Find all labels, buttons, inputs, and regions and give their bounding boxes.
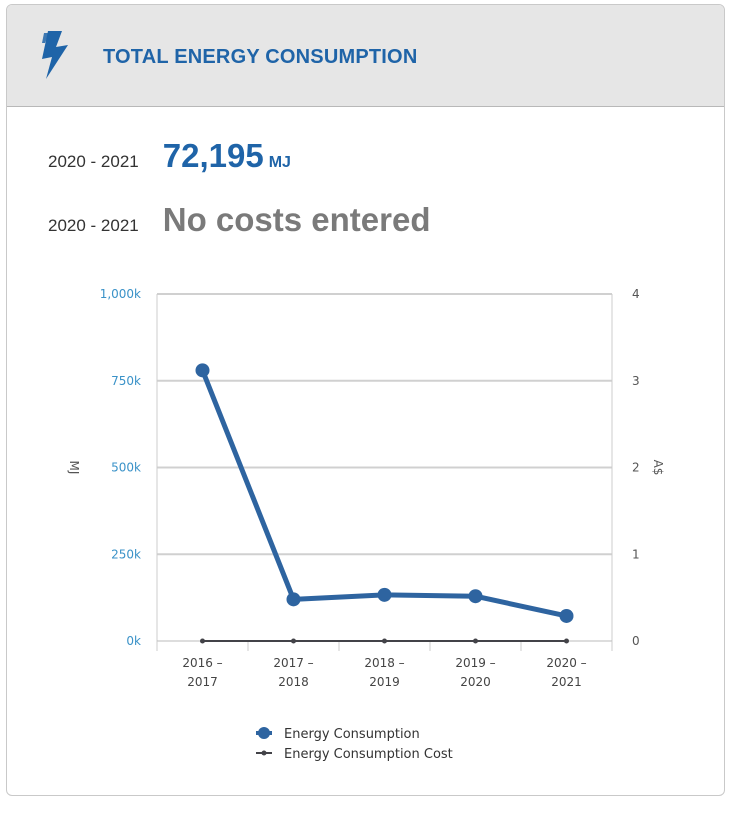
card-header: TOTAL ENERGY CONSUMPTION bbox=[7, 5, 724, 107]
y-left-tick-label: 1,000k bbox=[100, 287, 141, 301]
y-left-tick-label: 750k bbox=[111, 374, 141, 388]
x-tick-label: 2017 – bbox=[273, 656, 313, 670]
stat-value: No costs entered bbox=[162, 201, 431, 238]
lightning-bolt-icon bbox=[42, 31, 68, 79]
stat-unit: MJ bbox=[268, 154, 291, 171]
data-point bbox=[195, 363, 210, 378]
x-tick-label: 2017 bbox=[187, 675, 218, 689]
y-left-tick-label: 0k bbox=[126, 634, 141, 648]
energy-consumption-card: TOTAL ENERGY CONSUMPTION 2020 - 2021 72,1… bbox=[6, 4, 725, 796]
legend-symbol-marker bbox=[261, 750, 267, 756]
stat-period: 2020 - 2021 bbox=[48, 152, 139, 171]
y-right-tick-label: 0 bbox=[632, 634, 640, 648]
y-right-tick-label: 2 bbox=[632, 461, 640, 475]
y-right-tick-label: 3 bbox=[632, 374, 640, 388]
card-title: TOTAL ENERGY CONSUMPTION bbox=[103, 46, 418, 68]
y-right-tick-label: 1 bbox=[632, 547, 640, 561]
x-tick-label: 2019 bbox=[369, 675, 400, 689]
y-left-axis-title: MJ bbox=[67, 461, 81, 475]
consumption-stat-row: 2020 - 2021 72,195 MJ bbox=[48, 137, 291, 175]
cost-data-point bbox=[382, 638, 387, 644]
x-tick-label: 2016 – bbox=[182, 656, 222, 670]
x-tick-label: 2019 – bbox=[455, 656, 495, 670]
x-tick-label: 2018 bbox=[278, 675, 309, 689]
data-point bbox=[286, 592, 301, 607]
data-point bbox=[468, 589, 483, 604]
cost-stat-row: 2020 - 2021 No costs entered bbox=[48, 201, 431, 239]
cost-data-point bbox=[473, 638, 478, 644]
x-tick-label: 2020 – bbox=[546, 656, 586, 670]
cost-data-point bbox=[564, 638, 569, 644]
y-left-tick-label: 250k bbox=[111, 547, 141, 561]
legend-label: Energy Consumption Cost bbox=[284, 747, 453, 762]
cost-data-point bbox=[200, 638, 205, 644]
series-line-energy-consumption bbox=[200, 367, 569, 619]
legend-label: Energy Consumption bbox=[284, 727, 420, 742]
stat-value: 72,195 bbox=[162, 137, 264, 174]
y-right-axis-title: A$ bbox=[651, 460, 665, 476]
stat-period: 2020 - 2021 bbox=[48, 216, 139, 235]
y-left-tick-label: 500k bbox=[111, 461, 141, 475]
x-tick-label: 2018 – bbox=[364, 656, 404, 670]
cost-data-point bbox=[291, 638, 296, 644]
x-tick-label: 2021 bbox=[551, 675, 582, 689]
data-point bbox=[559, 608, 574, 623]
data-point bbox=[377, 587, 392, 602]
x-tick-label: 2020 bbox=[460, 675, 491, 689]
legend-symbol-marker bbox=[258, 727, 270, 739]
y-right-tick-label: 4 bbox=[632, 287, 640, 301]
